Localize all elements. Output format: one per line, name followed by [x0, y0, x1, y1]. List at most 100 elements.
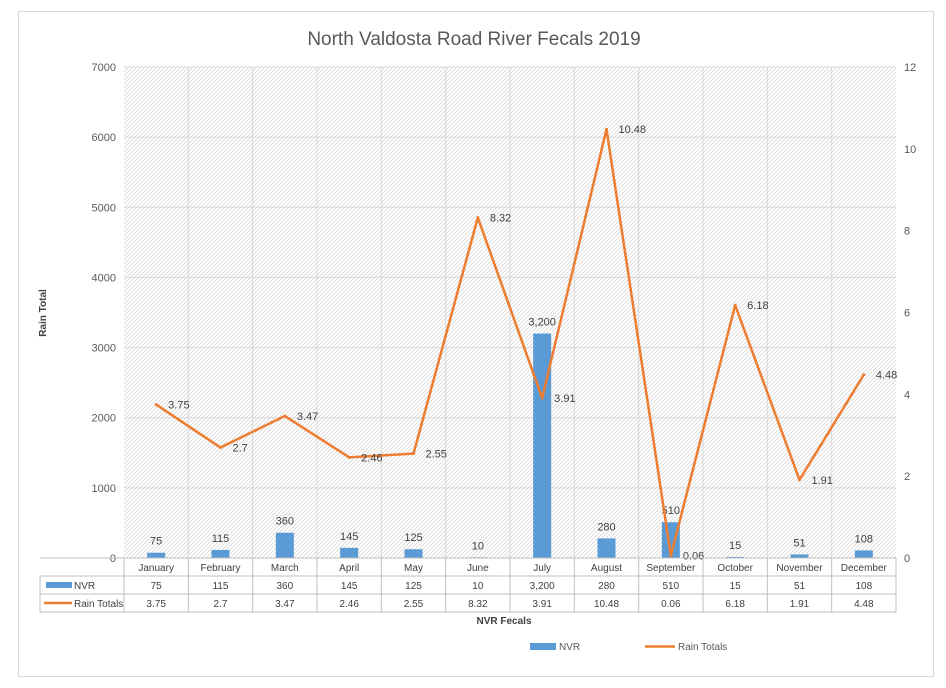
table-cell-rain: 6.18: [725, 599, 745, 610]
legend-label-rain: Rain Totals: [678, 642, 727, 653]
x-tick-label: January: [138, 563, 174, 574]
x-tick-label: August: [591, 563, 622, 574]
bar-data-label: 10: [472, 540, 484, 552]
y2-tick-label: 8: [904, 226, 910, 238]
chart-title: North Valdosta Road River Fecals 2019: [307, 29, 640, 50]
y-axis-title: Rain Total: [38, 289, 49, 337]
legend-label-nvr: NVR: [559, 642, 580, 653]
line-point: [412, 452, 415, 456]
x-tick-label: September: [646, 563, 696, 574]
y-tick-label: 7000: [92, 62, 116, 74]
bar-nvr: [404, 549, 423, 558]
line-data-label: 2.55: [426, 449, 447, 461]
y-tick-label: 1000: [92, 483, 116, 495]
data-table: January 75 3.75 February 115 2.7 March 360 3.47 A…: [39, 557, 897, 613]
bar-data-label: 3,200: [528, 317, 556, 329]
legend: NVR Rain Totals: [530, 642, 727, 653]
bar-data-label: 15: [729, 540, 741, 552]
table-cell-rain: 0.06: [661, 599, 681, 610]
table-key-nvr: [46, 582, 72, 588]
line-data-label: 6.18: [747, 300, 768, 312]
legend-key-nvr: [530, 643, 556, 650]
table-cell-rain: 3.47: [275, 599, 295, 610]
x-axis-title: NVR Fecals: [476, 616, 531, 627]
table-cell-nvr: 145: [341, 581, 358, 592]
bar-data-label: 51: [793, 537, 805, 549]
x-tick-label: October: [717, 563, 753, 574]
table-cell-nvr: 360: [276, 581, 293, 592]
bar-data-label: 280: [597, 521, 615, 533]
bar-data-label: 510: [662, 505, 680, 517]
line-data-label: 1.91: [812, 475, 833, 487]
line-data-label: 8.32: [490, 213, 511, 225]
table-cell-nvr: 115: [213, 581, 229, 592]
bar-nvr: [790, 554, 809, 558]
table-cell-nvr: 125: [405, 581, 422, 592]
table-cell-nvr: 75: [151, 581, 163, 592]
line-point: [476, 216, 480, 220]
line-rain-totals: [155, 127, 865, 557]
bar-data-label: 75: [150, 536, 162, 548]
y2-tick-label: 12: [904, 62, 916, 74]
line-point: [219, 446, 222, 450]
y-tick-label: 0: [110, 553, 116, 565]
line-data-label: 2.46: [361, 452, 382, 464]
x-tick-label: June: [467, 563, 489, 574]
table-cell-rain: 2.46: [339, 599, 359, 610]
line-data-label: 10.48: [619, 124, 647, 136]
bar-nvr: [275, 532, 294, 558]
y-tick-label: 2000: [92, 413, 116, 425]
table-cell-rain: 10.48: [594, 599, 619, 610]
x-tick-label: July: [533, 563, 551, 574]
y-tick-label: 3000: [92, 343, 116, 355]
line-data-label: 3.47: [297, 411, 318, 423]
x-tick-label: December: [841, 563, 888, 574]
y2-tick-label: 2: [904, 471, 910, 483]
table-cell-nvr: 15: [730, 581, 742, 592]
bar-data-label: 108: [855, 533, 873, 545]
table-cell-nvr: 280: [598, 581, 615, 592]
x-tick-label: November: [776, 563, 823, 574]
line-data-label: 4.48: [876, 370, 897, 382]
bar-data-label: 125: [404, 532, 422, 544]
line-point: [540, 396, 544, 400]
line-point: [733, 303, 737, 307]
bar-nvr: [597, 538, 616, 558]
table-cell-rain: 3.75: [146, 599, 166, 610]
line-data-label: 2.7: [233, 443, 248, 455]
bar-data-label: 115: [212, 533, 230, 545]
bar-nvr: [726, 556, 745, 558]
x-tick-label: February: [200, 563, 240, 574]
table-cell-nvr: 510: [662, 581, 679, 592]
table-cell-rain: 4.48: [854, 599, 874, 610]
y2-tick-label: 6: [904, 308, 910, 320]
x-tick-label: April: [339, 563, 359, 574]
y-tick-label: 4000: [92, 272, 116, 284]
line-data-label: 3.75: [168, 400, 189, 412]
bar-nvr: [533, 333, 552, 558]
table-cell-rain: 8.32: [468, 599, 488, 610]
table-cell-rain: 2.55: [404, 599, 424, 610]
y2-tick-label: 4: [904, 389, 910, 401]
line-point: [862, 373, 866, 377]
line-point: [605, 127, 608, 131]
table-cell-rain: 2.7: [214, 599, 228, 610]
bar-data-label: 360: [276, 516, 294, 528]
line-point: [669, 554, 673, 558]
table-cell-rain: 3.91: [532, 599, 552, 610]
table-cell-nvr: 10: [472, 581, 484, 592]
y-tick-label: 5000: [92, 202, 116, 214]
x-tick-label: May: [404, 563, 423, 574]
bar-data-label: 145: [340, 531, 358, 543]
y2-tick-label: 0: [904, 553, 910, 565]
plot-area: 0 1000 2000 3000 4000 5000 6000 7000 0 2 4 6 8 10 12 75…: [92, 62, 917, 565]
line-point: [347, 455, 351, 459]
bar-nvr: [211, 549, 230, 558]
bar-nvr: [340, 547, 359, 558]
y-tick-label: 6000: [92, 132, 116, 144]
y2-tick-label: 10: [904, 144, 916, 156]
line-point: [283, 414, 287, 418]
bar-nvr: [854, 550, 873, 558]
table-cell-nvr: 3,200: [530, 581, 555, 592]
